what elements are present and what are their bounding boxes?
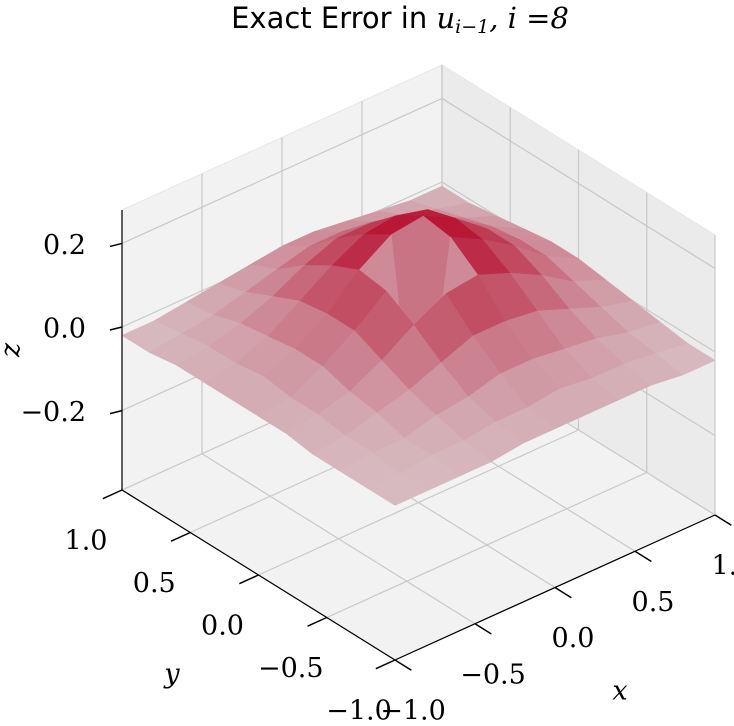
- z-tick: [109, 326, 123, 331]
- surface-face: [367, 473, 428, 506]
- y-tick-label: 0.0: [201, 611, 244, 642]
- title-text: Exact Error in: [231, 1, 427, 35]
- y-tick-label: −1.0: [326, 696, 392, 726]
- y-tick: [375, 659, 396, 670]
- y-axis-label: y: [163, 659, 180, 690]
- axes: −1.0−0.50.00.51.0−1.0−0.50.00.51.0−0.20.…: [0, 210, 734, 726]
- x-tick-label: 0.5: [632, 587, 675, 618]
- z-tick-label: 0.2: [43, 230, 86, 261]
- grid-line: [326, 471, 647, 619]
- grid-line: [441, 97, 716, 269]
- grid-line: [258, 429, 579, 576]
- y-tick-label: 0.5: [133, 568, 176, 599]
- x-axis-label: x: [612, 676, 627, 707]
- z-tick: [109, 242, 123, 248]
- y-axis-line: [121, 489, 396, 661]
- x-tick: [474, 623, 492, 635]
- x-tick-label: −0.5: [460, 659, 526, 690]
- grid-line: [121, 97, 443, 244]
- z-axis-label: z: [0, 342, 27, 358]
- title-rest: , i =8: [489, 1, 569, 35]
- x-tick-label: −1.0: [380, 696, 446, 726]
- z-tick-label: 0.0: [43, 314, 86, 345]
- x-tick: [634, 550, 652, 563]
- y-tick: [307, 616, 328, 627]
- title-var: u: [436, 1, 455, 35]
- y-tick-label: −0.5: [258, 653, 324, 684]
- z-tick: [109, 409, 123, 415]
- x-tick: [394, 659, 412, 671]
- z-tick-label: −0.2: [20, 397, 86, 428]
- x-tick: [554, 586, 572, 599]
- x-tick-label: 0.0: [552, 623, 595, 654]
- x-tick-label: 1.0: [712, 551, 734, 582]
- x-axis-line: [394, 514, 716, 661]
- x-tick: [714, 514, 732, 526]
- y-tick: [170, 531, 191, 542]
- y-tick: [102, 489, 123, 500]
- chart-title: Exact Error in ui−1, i =8: [231, 1, 569, 38]
- surface: [121, 185, 716, 506]
- y-tick-label: 1.0: [65, 526, 108, 557]
- title-sub: i−1: [455, 16, 489, 38]
- y-tick: [238, 574, 259, 585]
